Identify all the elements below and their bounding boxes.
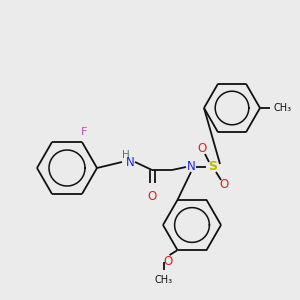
Text: CH₃: CH₃ [154, 275, 172, 285]
Text: CH₃: CH₃ [273, 103, 291, 113]
Text: N: N [126, 155, 134, 169]
Text: S: S [208, 160, 217, 173]
Text: O: O [163, 255, 172, 268]
Text: N: N [187, 160, 195, 173]
Text: F: F [81, 127, 87, 137]
Text: O: O [219, 178, 229, 191]
Text: H: H [122, 150, 130, 160]
Text: O: O [197, 142, 207, 155]
Text: O: O [147, 190, 157, 203]
